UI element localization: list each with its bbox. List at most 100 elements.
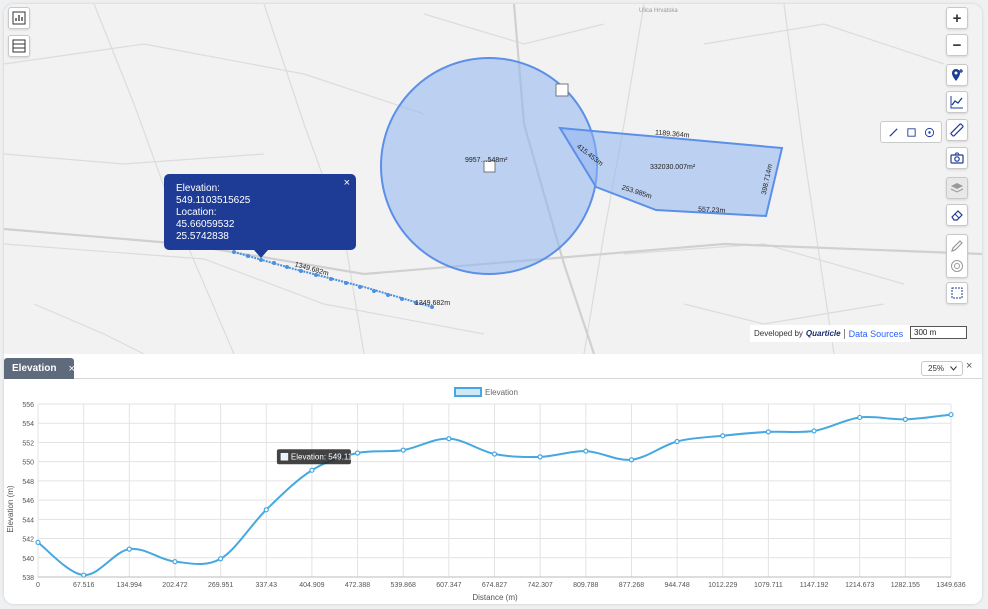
draw-line-tool[interactable] [888,127,899,138]
list-icon [12,39,26,53]
popup-close-button[interactable]: × [343,177,350,189]
layers-list-button[interactable] [8,35,30,57]
popup-location-label: Location: [176,207,217,218]
chart-grid [37,403,952,578]
draw-polygon-button[interactable] [946,282,968,304]
drawn-polygon[interactable] [558,126,784,218]
y-tick-label: 540 [22,556,34,563]
polygon-icon [951,287,963,299]
measure-line[interactable] [233,251,433,308]
y-tick-label: 542 [22,537,34,544]
legend-swatch [454,387,482,397]
elevation-profile-button[interactable] [946,91,968,113]
zoom-out-button[interactable]: − [946,34,968,56]
elevation-chart[interactable]: 538 540 542 544 546 548 550 552 554 556 0 67.516 13… [4,381,982,604]
data-point [263,507,269,513]
polygon-icon [906,127,916,137]
add-marker-button[interactable] [946,64,968,86]
x-tick-label: 1079.711 [754,582,783,589]
y-tick-label: 548 [22,479,34,486]
zoom-in-button[interactable]: + [946,7,968,29]
data-point [126,546,132,552]
data-sources-link[interactable]: Data Sources [843,328,903,339]
panel-close-button[interactable]: × [966,360,973,372]
ruler-icon [950,123,964,137]
clear-drawings-button[interactable] [946,204,968,226]
x-tick-label: 1349.636 [936,582,965,589]
measure-button[interactable] [946,119,968,141]
draw-circle-tool[interactable] [924,127,935,138]
map-attribution: Developed by Quarticle Data Sources [750,325,910,342]
chart-zoom-select[interactable]: 25% [921,361,963,376]
data-point [81,572,87,578]
pen-icon[interactable] [950,239,964,253]
x-tick-label: 404.909 [299,582,324,589]
chart-legend[interactable]: Elevation [454,387,518,397]
data-point [902,416,908,422]
x-tick-label: 67.516 [73,582,95,589]
data-point [172,559,178,565]
camera-icon [950,152,964,164]
y-tick-label: 554 [22,421,34,428]
app-frame: 9957…548m² 332030.007m² 1189.364m 415.45… [4,4,982,604]
chart-zoom-value: 25% [928,364,945,373]
polygon-bottom-length: 557.23m [697,206,726,215]
tooltip-text: Elevation: 549.11 [291,453,353,462]
popup-elevation-value: 549.1103515625 [176,195,251,206]
x-tick-label: 1147.192 [800,582,829,589]
x-tick-label: 1282.155 [891,582,920,589]
y-tick-label: 556 [22,402,34,409]
x-tick-label: 269.951 [208,582,233,589]
x-tick-label: 202.472 [162,582,187,589]
data-point [948,411,954,418]
x-tick-label: 539.868 [391,582,416,589]
popup-longitude: 25.5742838 [176,231,229,242]
developed-by-text: Developed by [754,329,803,338]
tab-elevation[interactable]: Elevation × [4,358,75,379]
legend-label: Elevation [485,388,518,397]
chart-toggle-button[interactable] [8,7,30,29]
x-tick-label: 472.388 [345,582,370,589]
data-point [720,433,726,439]
y-axis-label: Elevation (m) [6,485,15,532]
data-point [218,556,224,562]
data-point [628,457,635,463]
target-icon[interactable] [950,259,964,273]
series-points [35,411,954,578]
line-end-length: 1349.682m [415,300,451,307]
chevron-down-icon [950,366,957,371]
circle-radius-handle[interactable] [555,83,569,97]
data-point [491,451,498,457]
screenshot-button[interactable] [946,147,968,169]
location-pin-icon [952,69,963,81]
map-view[interactable]: 9957…548m² 332030.007m² 1189.364m 415.45… [4,4,982,354]
brand-logo: Quarticle [805,329,841,338]
circle-center-handle[interactable] [483,160,496,173]
tab-close-button[interactable]: × [68,362,75,375]
street-label: Ulica Hrvatska [639,8,678,14]
draw-polygon-tool[interactable] [906,127,917,138]
data-point [35,539,41,545]
panel-tabbar: Elevation × 25% × [4,355,982,379]
scale-bar: 300 m [910,326,967,339]
x-tick-label: 809.788 [573,582,598,589]
x-tick-label: 742.307 [527,582,552,589]
chart-icon [12,11,26,25]
y-tick-label: 552 [22,440,34,447]
x-tick-label: 337.43 [256,582,278,589]
draw-tools [880,121,942,143]
data-point [309,467,315,473]
x-tick-label: 607.347 [436,582,461,589]
data-point [400,447,406,453]
basemap-layers-button[interactable] [946,177,968,199]
y-tick-label: 538 [22,575,34,582]
x-axis: 0 67.516 134.994 202.472 269.951 337.43 404.90… [36,582,966,589]
polygon-area-label: 332030.007m² [650,164,696,171]
data-point [583,448,589,454]
x-tick-label: 1012.229 [708,582,737,589]
circle-icon [924,127,934,137]
eraser-icon [951,210,963,221]
circle-area-label: 9957…548m² [465,157,508,164]
y-tick-label: 546 [22,498,34,505]
map-canvas[interactable] [4,4,982,354]
